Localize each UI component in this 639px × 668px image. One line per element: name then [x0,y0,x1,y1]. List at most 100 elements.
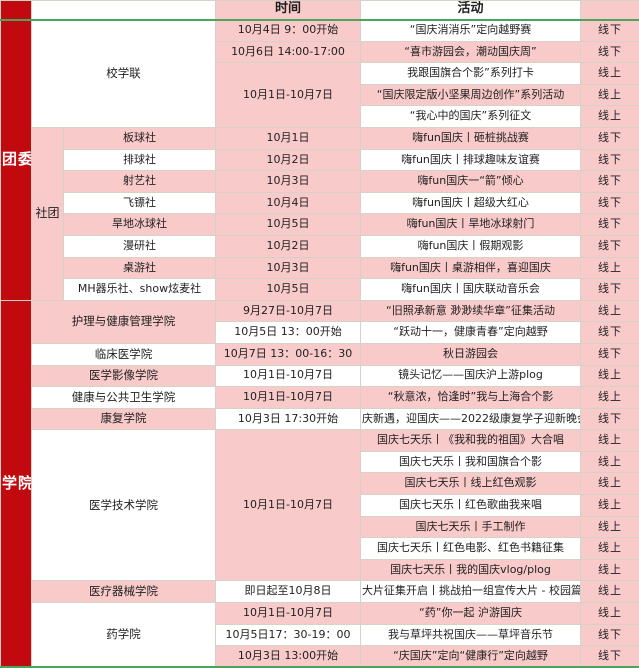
activity-cell: “国庆消消乐”定向越野赛 [360,19,581,42]
subgroup-label-cell: 社团 [31,126,64,301]
activity-cell: 嗨fun国庆丨桌游相伴，喜迎国庆 [360,256,581,280]
activity-cell: 国庆七天乐丨手工制作 [360,515,581,539]
activity-cell: 嗨fun国庆丨国庆联动音乐会 [360,278,581,301]
time-cell: 10月5日 13：00开始 [215,321,361,344]
time-cell: 10月4日 [215,191,361,215]
activity-cell: 大片征集开启丨挑战拍一组宣传大片 - 校园篇 [360,580,581,604]
time-cell: 10月1日-10月7日 [215,386,361,409]
table-row: 医疗器械学院 即日起至10月8日 大片征集开启丨挑战拍一组宣传大片 - 校园篇 线上 [1,580,639,604]
table-row: 10月6日 14:00-17:00 “喜市游园会，潮动国庆周” 线下 [1,40,639,64]
status-badge: 线下 [580,191,639,215]
activity-cell: 嗨fun国庆丨排球趣味友谊赛 [360,148,581,172]
table-row: “国庆限定版小坚果周边创作”系列活动 线上 [1,83,639,107]
table-row: 10月1日-10月7日 我跟国旗合个影”系列打卡 线上 [1,62,639,128]
status-badge: 线上 [580,299,639,323]
table-row: 临床医学院 10月7日 13：00-16：30 秋日游园会 线下 [1,342,639,366]
organizer-cell: 康复学院 [31,407,216,431]
time-cell: 10月7日 13：00-16：30 [215,342,361,366]
table-row: 社团 板球社 10月1日 嗨fun国庆丨砸桩挑战赛 线下 [1,126,639,301]
activity-cell: 秋日游园会 [360,342,581,366]
status-badge: 线上 [580,450,639,474]
activity-cell: 嗨fun国庆丨假期观影 [360,234,581,258]
status-badge: 线下 [580,40,639,64]
activity-column-header: 活动 [360,0,581,21]
activity-cell: “旧照承新意 渺渺续华章”征集活动 [360,299,581,323]
table-row: 国庆七天乐丨红色电影、红色书籍征集 线上 [1,537,639,560]
organizer-cell: 医疗器械学院 [31,580,216,604]
activity-cell: 国庆七天乐丨红色电影、红色书籍征集 [360,537,581,560]
table-row: 射艺社 10月3日 嗨fun国庆一“箭”倾心 线下 [1,170,639,193]
section-label-cell [0,0,32,21]
table-row: 健康与公共卫生学院 10月1日-10月7日 “秋意浓，恰逢时”我与上海合个影 线上 [1,386,639,409]
organizer-cell [31,0,216,21]
table-row: 医学技术学院 10月1日-10月7日 国庆七天乐丨《我和我的祖国》大合唱 线上 [1,429,639,582]
status-badge: 线上 [580,62,639,85]
organizer-cell: 医学技术学院 [31,429,216,582]
status-badge: 线上 [580,386,639,409]
organizer-cell: 药学院 [31,602,216,668]
club-name-cell: MH器乐社、show炫麦社 [63,278,216,301]
status-badge: 线上 [580,105,639,128]
status-badge: 线上 [580,537,639,560]
status-badge: 线下 [580,407,639,431]
table-row: 团委 校学联 10月4日 9：00开始 “国庆消消乐”定向越野赛 线下 [0,19,639,301]
status-badge: 线下 [580,342,639,366]
table-row: 国庆七天乐丨手工制作 线上 [1,515,639,539]
activity-cell: 我与草坪共祝国庆——草坪音乐节 [360,623,581,647]
time-cell: 10月1日-10月7日 [215,602,361,625]
time-cell: 10月1日 [215,126,361,150]
club-name-cell: 桌游社 [63,256,216,280]
status-badge: 线上 [580,472,639,496]
status-column-header [580,0,639,21]
status-badge: 线下 [580,321,639,344]
time-cell: 10月2日 [215,148,361,172]
organizer-cell: 健康与公共卫生学院 [31,386,216,409]
activity-cell: 嗨fun国庆丨砸桩挑战赛 [360,126,581,150]
table-row: 医学影像学院 10月1日-10月7日 镜头记忆——国庆沪上游plog 线上 [1,364,639,388]
activity-cell: “国庆限定版小坚果周边创作”系列活动 [360,83,581,107]
activity-cell: “喜市游园会，潮动国庆周” [360,40,581,64]
time-column-header: 时间 [215,0,361,21]
status-badge: 线下 [580,213,639,236]
status-badge: 线下 [580,148,639,172]
time-cell: 即日起至10月8日 [215,580,361,604]
time-cell: 9月27日-10月7日 [215,299,361,323]
activity-cell: “秋意浓，恰逢时”我与上海合个影 [360,386,581,409]
organizer-cell: 护理与健康管理学院 [31,299,216,344]
time-cell: 10月3日 [215,170,361,193]
status-badge: 线上 [580,494,639,517]
status-badge: 线下 [580,278,639,301]
activity-cell: 国庆七天乐丨我和国旗合个影 [360,450,581,474]
table-row: 国庆七天乐丨线上红色观影 线上 [1,472,639,496]
table-row: 药学院 10月1日-10月7日 “药”你一起 沪游国庆 线上 [1,602,639,668]
status-badge: 线下 [580,19,639,42]
activity-cell: “我心中的国庆”系列征文 [360,105,581,128]
club-name-cell: 排球社 [63,148,216,172]
club-name-cell: 漫研社 [63,234,216,258]
status-badge: 线上 [580,429,639,452]
activity-cell: “庆国庆”定向“健康行”定向越野 [360,645,581,668]
activity-cell: 国庆七天乐丨《我和我的祖国》大合唱 [360,429,581,452]
organizer-cell: 校学联 [31,19,216,128]
time-cell: 10月5日 [215,278,361,301]
status-badge: 线上 [580,558,639,582]
status-badge: 线上 [580,602,639,625]
table-row: MH器乐社、show炫麦社 10月5日 嗨fun国庆丨国庆联动音乐会 线下 [1,278,639,301]
activity-cell: 庆新遇，迎国庆——2022级康复学子迎新晚会 [360,407,581,431]
table-row: 旱地冰球社 10月5日 嗨fun国庆丨旱地冰球射门 线下 [1,213,639,236]
header-row: 时间 活动 [0,0,639,21]
time-cell: 10月2日 [215,234,361,258]
organizer-cell: 临床医学院 [31,342,216,366]
status-badge: 线上 [580,364,639,388]
table-row: 飞镖社 10月4日 嗨fun国庆丨超级大红心 线下 [1,191,639,215]
status-badge: 线下 [580,234,639,258]
activity-cell: 镜头记忆——国庆沪上游plog [360,364,581,388]
table-row: 漫研社 10月2日 嗨fun国庆丨假期观影 线下 [1,234,639,258]
time-cell: 10月3日 17:30开始 [215,407,361,431]
table-row: 10月5日17：30-19：00 我与草坪共祝国庆——草坪音乐节 线下 [1,623,639,647]
table-row: 桌游社 10月3日 嗨fun国庆丨桌游相伴，喜迎国庆 线上 [1,256,639,280]
club-name-cell: 板球社 [63,126,216,150]
section-label-cell: 团委 [0,19,32,301]
status-badge: 线上 [580,256,639,280]
